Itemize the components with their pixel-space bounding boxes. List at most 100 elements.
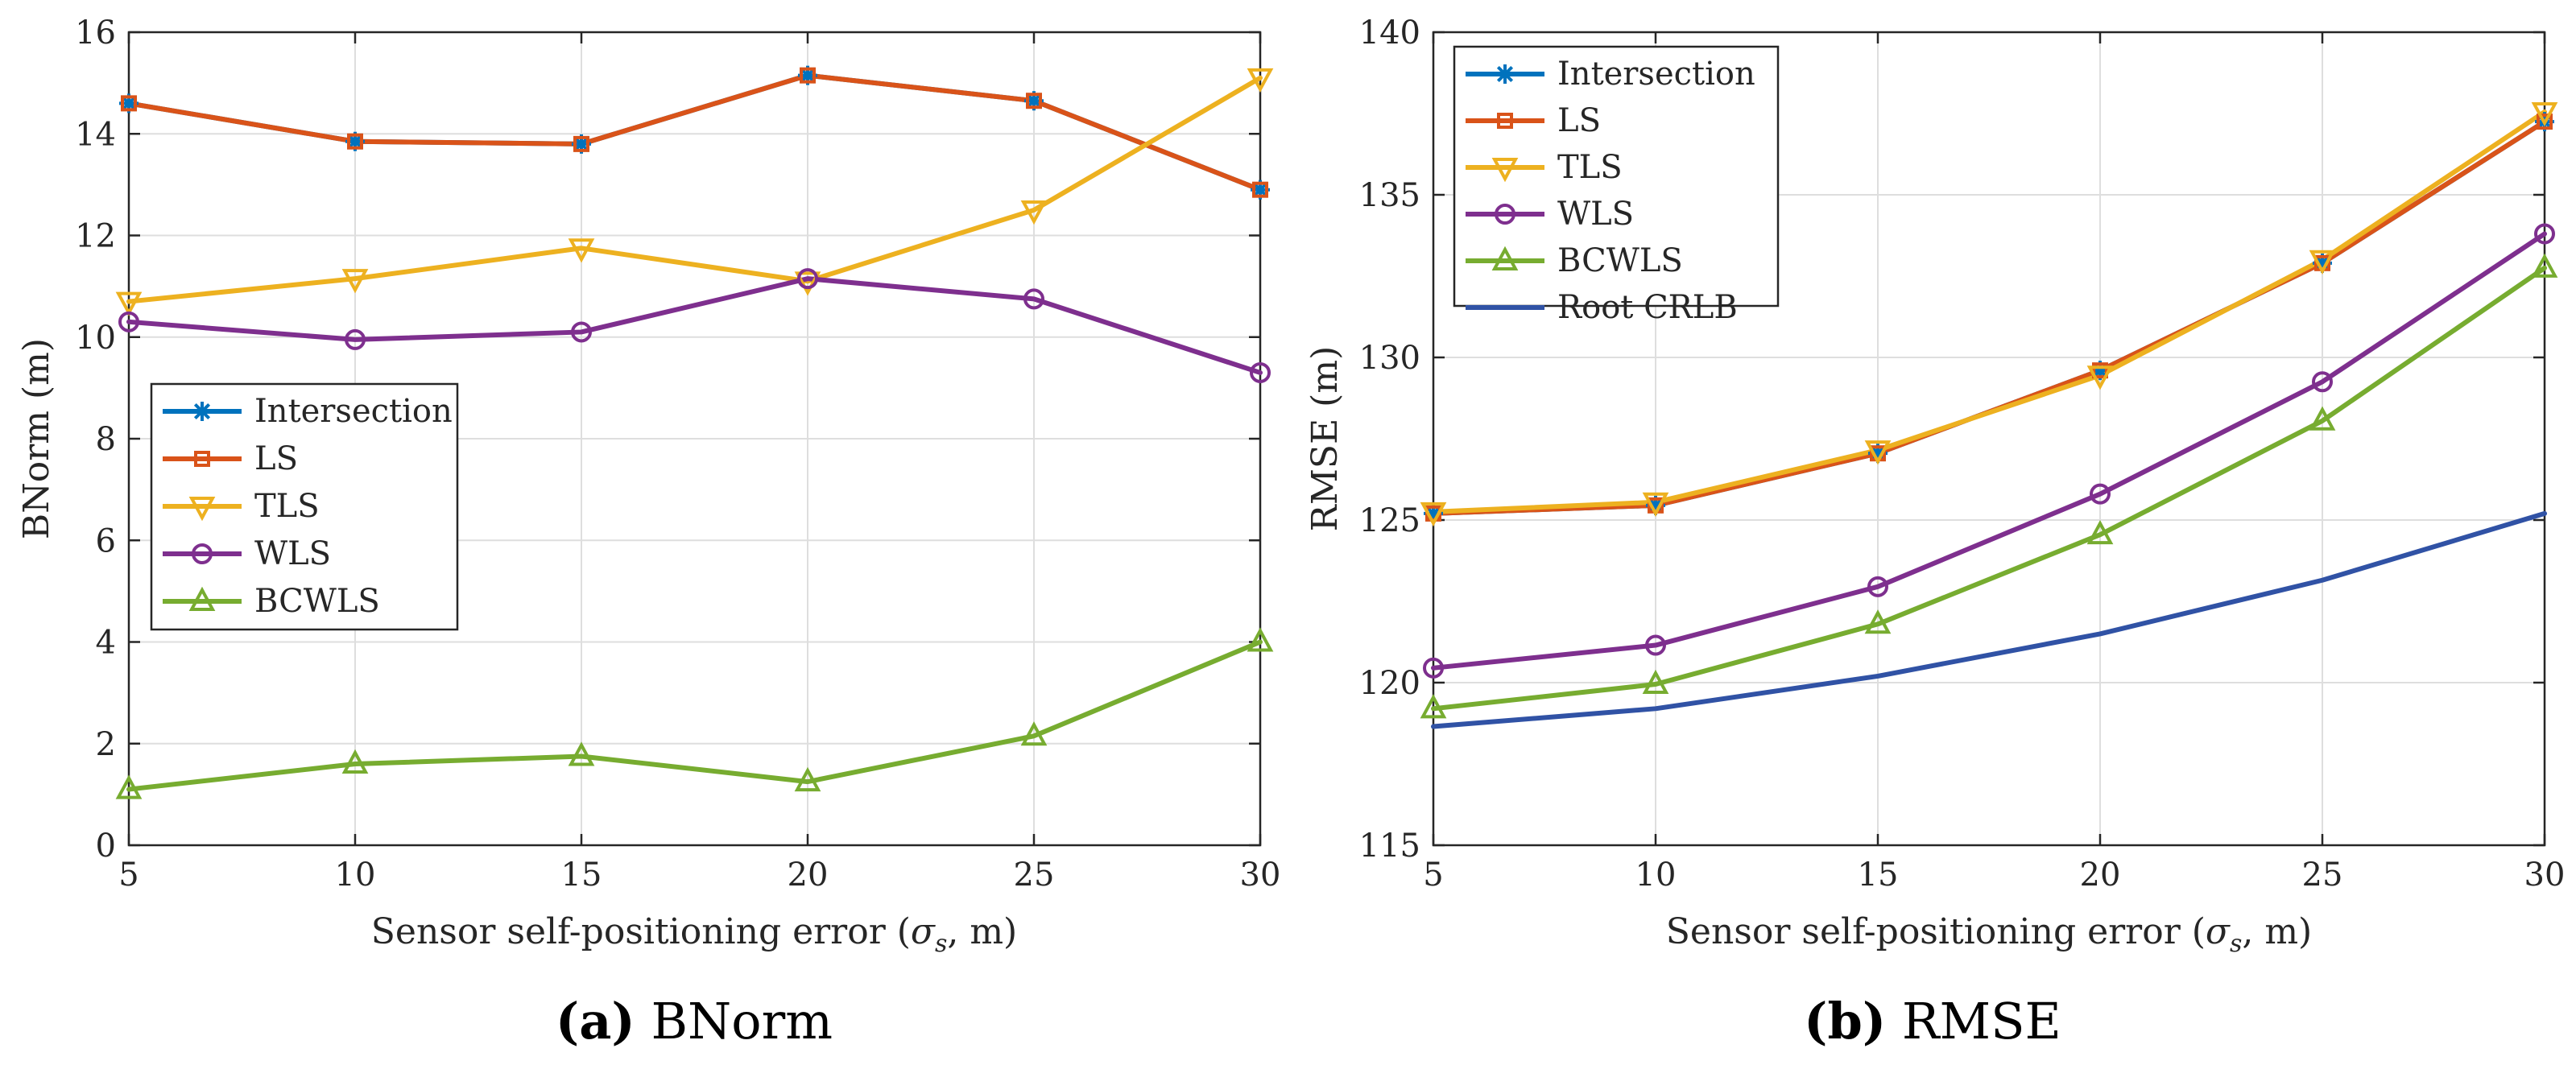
y-tick-label: 120 <box>1359 665 1420 702</box>
point-bcwls <box>1642 669 1669 695</box>
caption-b: (b) RMSE <box>1804 992 2061 1051</box>
y-tick-label: 115 <box>1359 828 1420 865</box>
point-bcwls <box>2309 406 2336 431</box>
point-tls <box>794 271 821 296</box>
x-tick-label: 20 <box>2080 857 2121 894</box>
point-tls <box>1020 200 1048 225</box>
legend-label-root-crlb: Root CRLB <box>1557 289 1738 326</box>
y-tick-label: 140 <box>1359 14 1420 52</box>
point-ls <box>1026 93 1042 109</box>
x-tick-label: 25 <box>1014 857 1055 894</box>
point-bcwls <box>2086 519 2114 545</box>
x-tick-label: 30 <box>2524 857 2566 894</box>
point-wls <box>2534 223 2555 245</box>
legend-marker-bcwls <box>1491 246 1519 270</box>
x-tick-label: 10 <box>1635 857 1677 894</box>
legend-label-tls: TLS <box>1557 149 1623 186</box>
point-wls <box>1023 288 1044 310</box>
y-axis-label-b: RMSE (m) <box>1305 346 1346 531</box>
legend-label-bcwls: BCWLS <box>1557 242 1683 279</box>
point-wls <box>345 328 366 350</box>
point-ls <box>800 67 816 84</box>
point-bcwls <box>1864 609 1892 634</box>
y-tick-label: 2 <box>96 726 116 763</box>
legend-marker-bcwls <box>188 586 216 611</box>
point-bcwls <box>2531 253 2558 278</box>
x-tick-label: 10 <box>335 857 376 894</box>
legend-marker-ls <box>1497 113 1513 129</box>
y-tick-label: 0 <box>96 828 116 865</box>
point-tls <box>115 291 143 316</box>
point-bcwls <box>1020 721 1048 746</box>
panel-b-rmse: 5 10 15 20 25 30 115 120 125 130 135 140 Sensor sel… <box>1305 14 2565 1051</box>
y-tick-label: 6 <box>96 522 116 559</box>
legend-label-wls: WLS <box>254 535 331 572</box>
y-tick-label: 14 <box>75 116 116 153</box>
point-wls <box>2312 371 2333 393</box>
ticks-b: 5 10 15 20 25 30 115 120 125 130 135 140 <box>1359 14 2566 894</box>
point-tls <box>2086 365 2114 390</box>
point-ls <box>347 133 363 150</box>
y-tick-label: 12 <box>75 218 116 255</box>
point-bcwls <box>1420 694 1447 719</box>
series-line-wls <box>126 276 1263 375</box>
x-tick-label: 15 <box>561 857 602 894</box>
series-line-bcwls <box>1431 265 2547 712</box>
point-tls <box>568 238 595 263</box>
point-bcwls <box>568 741 595 766</box>
series-line-bcwls <box>126 639 1263 792</box>
series-line-root-crlb <box>1431 510 2547 729</box>
point-bcwls <box>341 749 369 774</box>
point-bcwls <box>115 774 143 799</box>
point-tls <box>1247 68 1274 93</box>
y-tick-label: 4 <box>96 625 116 662</box>
y-tick-label: 125 <box>1359 502 1420 539</box>
point-tls <box>1420 502 1447 527</box>
point-ls <box>2537 114 2553 130</box>
legend-b: Intersection LS TLS WLS BCWLS Root CRLB <box>1453 45 1780 326</box>
x-tick-label: 5 <box>118 857 139 894</box>
point-ls <box>121 95 137 112</box>
x-tick-label: 15 <box>1858 857 1899 894</box>
point-ls <box>2092 362 2108 379</box>
y-tick-label: 16 <box>75 14 116 52</box>
legend-label-ls: LS <box>254 440 298 477</box>
panel-a-bnorm: 5 10 15 20 25 30 0 2 4 6 8 10 12 14 16 Sensor self-pos… <box>16 14 1280 1051</box>
series-line-tls <box>1431 109 2547 514</box>
point-tls <box>1642 492 1669 517</box>
legend-marker-tls <box>1491 158 1519 183</box>
legend-label-tls: TLS <box>254 488 320 525</box>
legend-label-intersection: Intersection <box>1557 56 1755 93</box>
legend-marker-ls <box>194 451 210 467</box>
point-tls <box>1864 440 1892 465</box>
y-tick-label: 10 <box>75 320 116 357</box>
x-tick-label: 30 <box>1240 857 1281 894</box>
point-wls <box>1867 576 1888 597</box>
series-a <box>115 65 1274 799</box>
y-axis-label-a: BNorm (m) <box>16 338 57 539</box>
legend-marker-wls <box>1495 204 1515 225</box>
legend-label-wls: WLS <box>1557 196 1634 233</box>
y-tick-label: 130 <box>1359 340 1420 377</box>
x-axis-label-a: Sensor self-positioning error (σs, m) <box>371 911 1017 958</box>
point-wls <box>1423 657 1444 679</box>
point-wls <box>1250 361 1271 383</box>
ticks-a: 5 10 15 20 25 30 0 2 4 6 8 10 12 14 16 <box>75 14 1280 894</box>
x-tick-label: 5 <box>1423 857 1443 894</box>
point-ls <box>1252 181 1268 198</box>
series-line-ls <box>126 72 1263 192</box>
legend-marker-wls <box>192 543 213 564</box>
y-tick-label: 8 <box>96 421 116 458</box>
point-tls <box>2531 101 2558 127</box>
point-wls <box>118 311 139 332</box>
point-wls <box>797 268 818 290</box>
series-line-tls <box>126 75 1263 304</box>
x-axis-label-b: Sensor self-positioning error (σs, m) <box>1666 911 2312 958</box>
point-bcwls <box>794 766 821 792</box>
x-tick-label: 20 <box>788 857 829 894</box>
x-tick-label: 25 <box>2302 857 2343 894</box>
legend-marker-intersection <box>1495 64 1515 84</box>
point-wls <box>1645 634 1666 656</box>
point-wls <box>571 321 592 343</box>
